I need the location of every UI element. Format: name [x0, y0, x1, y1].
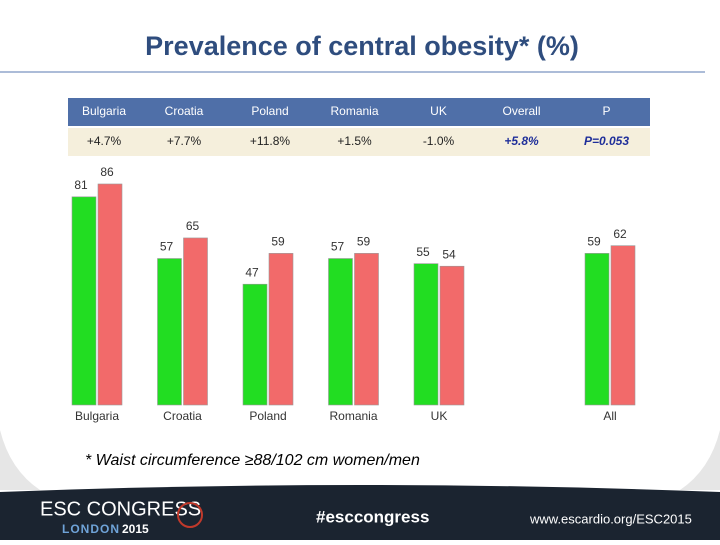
x-tick-label: UK	[431, 409, 448, 423]
footer-hashtag: #esccongress	[316, 507, 429, 526]
value-label: 59	[357, 235, 371, 249]
value-label: 81	[74, 178, 88, 192]
table-row-bg	[68, 128, 650, 156]
table-cell: +5.8%	[504, 134, 539, 148]
footer-band	[0, 485, 720, 540]
table: Bulgaria Croatia Poland Romania UK Overall P +4…	[68, 98, 650, 156]
table-header-cell: UK	[430, 104, 447, 118]
bar	[157, 258, 182, 406]
table-header-cell: Romania	[330, 104, 378, 118]
value-label: 86	[100, 165, 114, 179]
table-header-cell: Poland	[251, 104, 288, 118]
value-label: 59	[587, 235, 601, 249]
decor	[680, 430, 720, 490]
value-label: 57	[160, 240, 174, 254]
value-label: 54	[442, 247, 456, 261]
x-tick-label: Bulgaria	[75, 409, 119, 423]
table-cell: P=0.053	[584, 134, 629, 148]
bar	[413, 263, 439, 406]
footer-logo	[177, 502, 203, 528]
x-tick-label: All	[603, 409, 616, 423]
value-label: 57	[331, 240, 345, 254]
table-header-cell: P	[602, 104, 610, 118]
value-label: 55	[416, 245, 430, 259]
footer-city: LONDON	[62, 522, 120, 536]
table-header-cell: Overall	[502, 104, 540, 118]
x-tick-label: Croatia	[163, 409, 202, 423]
bar	[328, 258, 353, 406]
footer-url: www.escardio.org/ESC2015	[529, 511, 692, 526]
table-header-cell: Croatia	[165, 104, 204, 118]
x-tick-label: Romania	[329, 409, 377, 423]
table-header-bg	[68, 98, 650, 126]
table-cell: -1.0%	[423, 134, 455, 148]
value-label: 62	[613, 227, 627, 241]
bar	[183, 237, 208, 406]
chart-title: Prevalence of central obesity* (%)	[145, 31, 579, 61]
footer-year: 2015	[122, 522, 149, 536]
x-tick-label: Poland	[249, 409, 286, 423]
bar	[97, 183, 123, 406]
bar	[584, 253, 610, 406]
table-cell: +11.8%	[250, 134, 290, 148]
bar	[242, 283, 268, 406]
decor	[0, 430, 40, 490]
footnote: * Waist circumference ≥88/102 cm women/m…	[85, 452, 420, 469]
value-label: 59	[271, 235, 285, 249]
table-header-cell: Bulgaria	[82, 104, 126, 118]
table-cell: +1.5%	[337, 134, 372, 148]
bar	[268, 253, 294, 406]
bar	[610, 245, 636, 406]
table-cell: +7.7%	[167, 134, 202, 148]
table-cell: +4.7%	[87, 134, 122, 148]
value-label: 47	[245, 265, 259, 279]
footer-brand: ESC CONGRESS	[40, 498, 201, 520]
bar	[354, 253, 379, 406]
value-label: 65	[186, 219, 200, 233]
plot: Bulgaria 81 86 Croatia 57 65 Poland 47 59 Romania…	[71, 165, 636, 423]
bar	[71, 196, 97, 406]
bar	[439, 265, 465, 406]
